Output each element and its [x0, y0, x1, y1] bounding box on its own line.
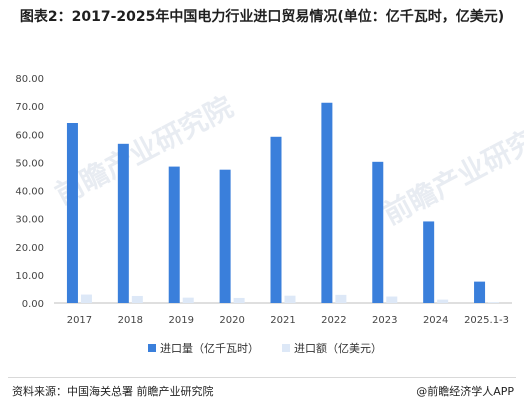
legend-swatch [282, 344, 290, 352]
bar-import-volume [117, 143, 129, 303]
bar-import-volume [372, 161, 384, 303]
y-tick-label: 0.00 [22, 299, 44, 310]
bar-import-value [488, 302, 500, 303]
y-tick-label: 30.00 [15, 215, 44, 226]
y-tick-label: 20.00 [15, 243, 44, 254]
bar-import-value [80, 294, 92, 303]
watermark-left: 前瞻产业研究院 [50, 90, 239, 211]
y-tick-label: 10.00 [15, 271, 44, 282]
x-tick-label: 2022 [321, 315, 346, 326]
bar-import-volume [168, 166, 180, 303]
chart-canvas: 前瞻产业研究院 前瞻产业研究院 0.00 10.00 20.00 30.00 40.00… [15, 74, 524, 355]
watermark-right: 前瞻产业研究院 [378, 110, 524, 231]
x-tick-label: 2017 [67, 315, 92, 326]
footer-divider [8, 377, 516, 378]
x-axis: 2017 2018 2019 2020 2021 2022 2023 2024 2025.1-3 [67, 315, 509, 326]
bar-import-volume [66, 123, 78, 303]
source-note: 资料来源：中国海关总署 前瞻产业研究院 [12, 385, 214, 398]
y-tick-label: 40.00 [15, 187, 44, 198]
y-axis: 0.00 10.00 20.00 30.00 40.00 50.00 60.00 70.00 8… [15, 74, 44, 310]
x-tick-label: 2023 [372, 315, 397, 326]
x-tick-label: 2019 [168, 315, 193, 326]
y-tick-label: 70.00 [15, 102, 44, 113]
bar-import-value [182, 297, 194, 303]
x-tick-label: 2018 [118, 315, 143, 326]
footer: 资料来源：中国海关总署 前瞻产业研究院 @前瞻经济学人APP [12, 383, 514, 401]
bar-import-value [335, 294, 347, 303]
bar-import-value [386, 296, 398, 303]
bar-import-value [284, 295, 296, 303]
x-tick-label: 2020 [219, 315, 244, 326]
y-tick-label: 50.00 [15, 158, 44, 169]
bar-import-volume [321, 102, 333, 303]
bar-import-value [131, 295, 143, 303]
x-tick-label: 2025.1-3 [464, 315, 509, 326]
brand-label: @前瞻经济学人APP [416, 385, 514, 398]
legend: 进口量（亿千瓦时） 进口额（亿美元） [148, 342, 382, 355]
bar-import-volume [423, 221, 435, 303]
chart-title: 图表2：2017-2025年中国电力行业进口贸易情况(单位：亿千瓦时，亿美元) [19, 9, 505, 25]
bar-import-value [437, 299, 449, 303]
bars [66, 102, 500, 303]
x-tick-label: 2024 [423, 315, 448, 326]
legend-label: 进口额（亿美元） [294, 342, 382, 355]
bar-import-volume [270, 136, 282, 303]
bar-import-volume [474, 281, 486, 303]
bar-import-volume [219, 169, 231, 303]
x-tick-label: 2021 [270, 315, 295, 326]
y-tick-label: 80.00 [15, 74, 44, 85]
bar-import-value [233, 297, 245, 303]
legend-label: 进口量（亿千瓦时） [160, 342, 259, 355]
y-tick-label: 60.00 [15, 130, 44, 141]
legend-swatch [148, 344, 156, 352]
